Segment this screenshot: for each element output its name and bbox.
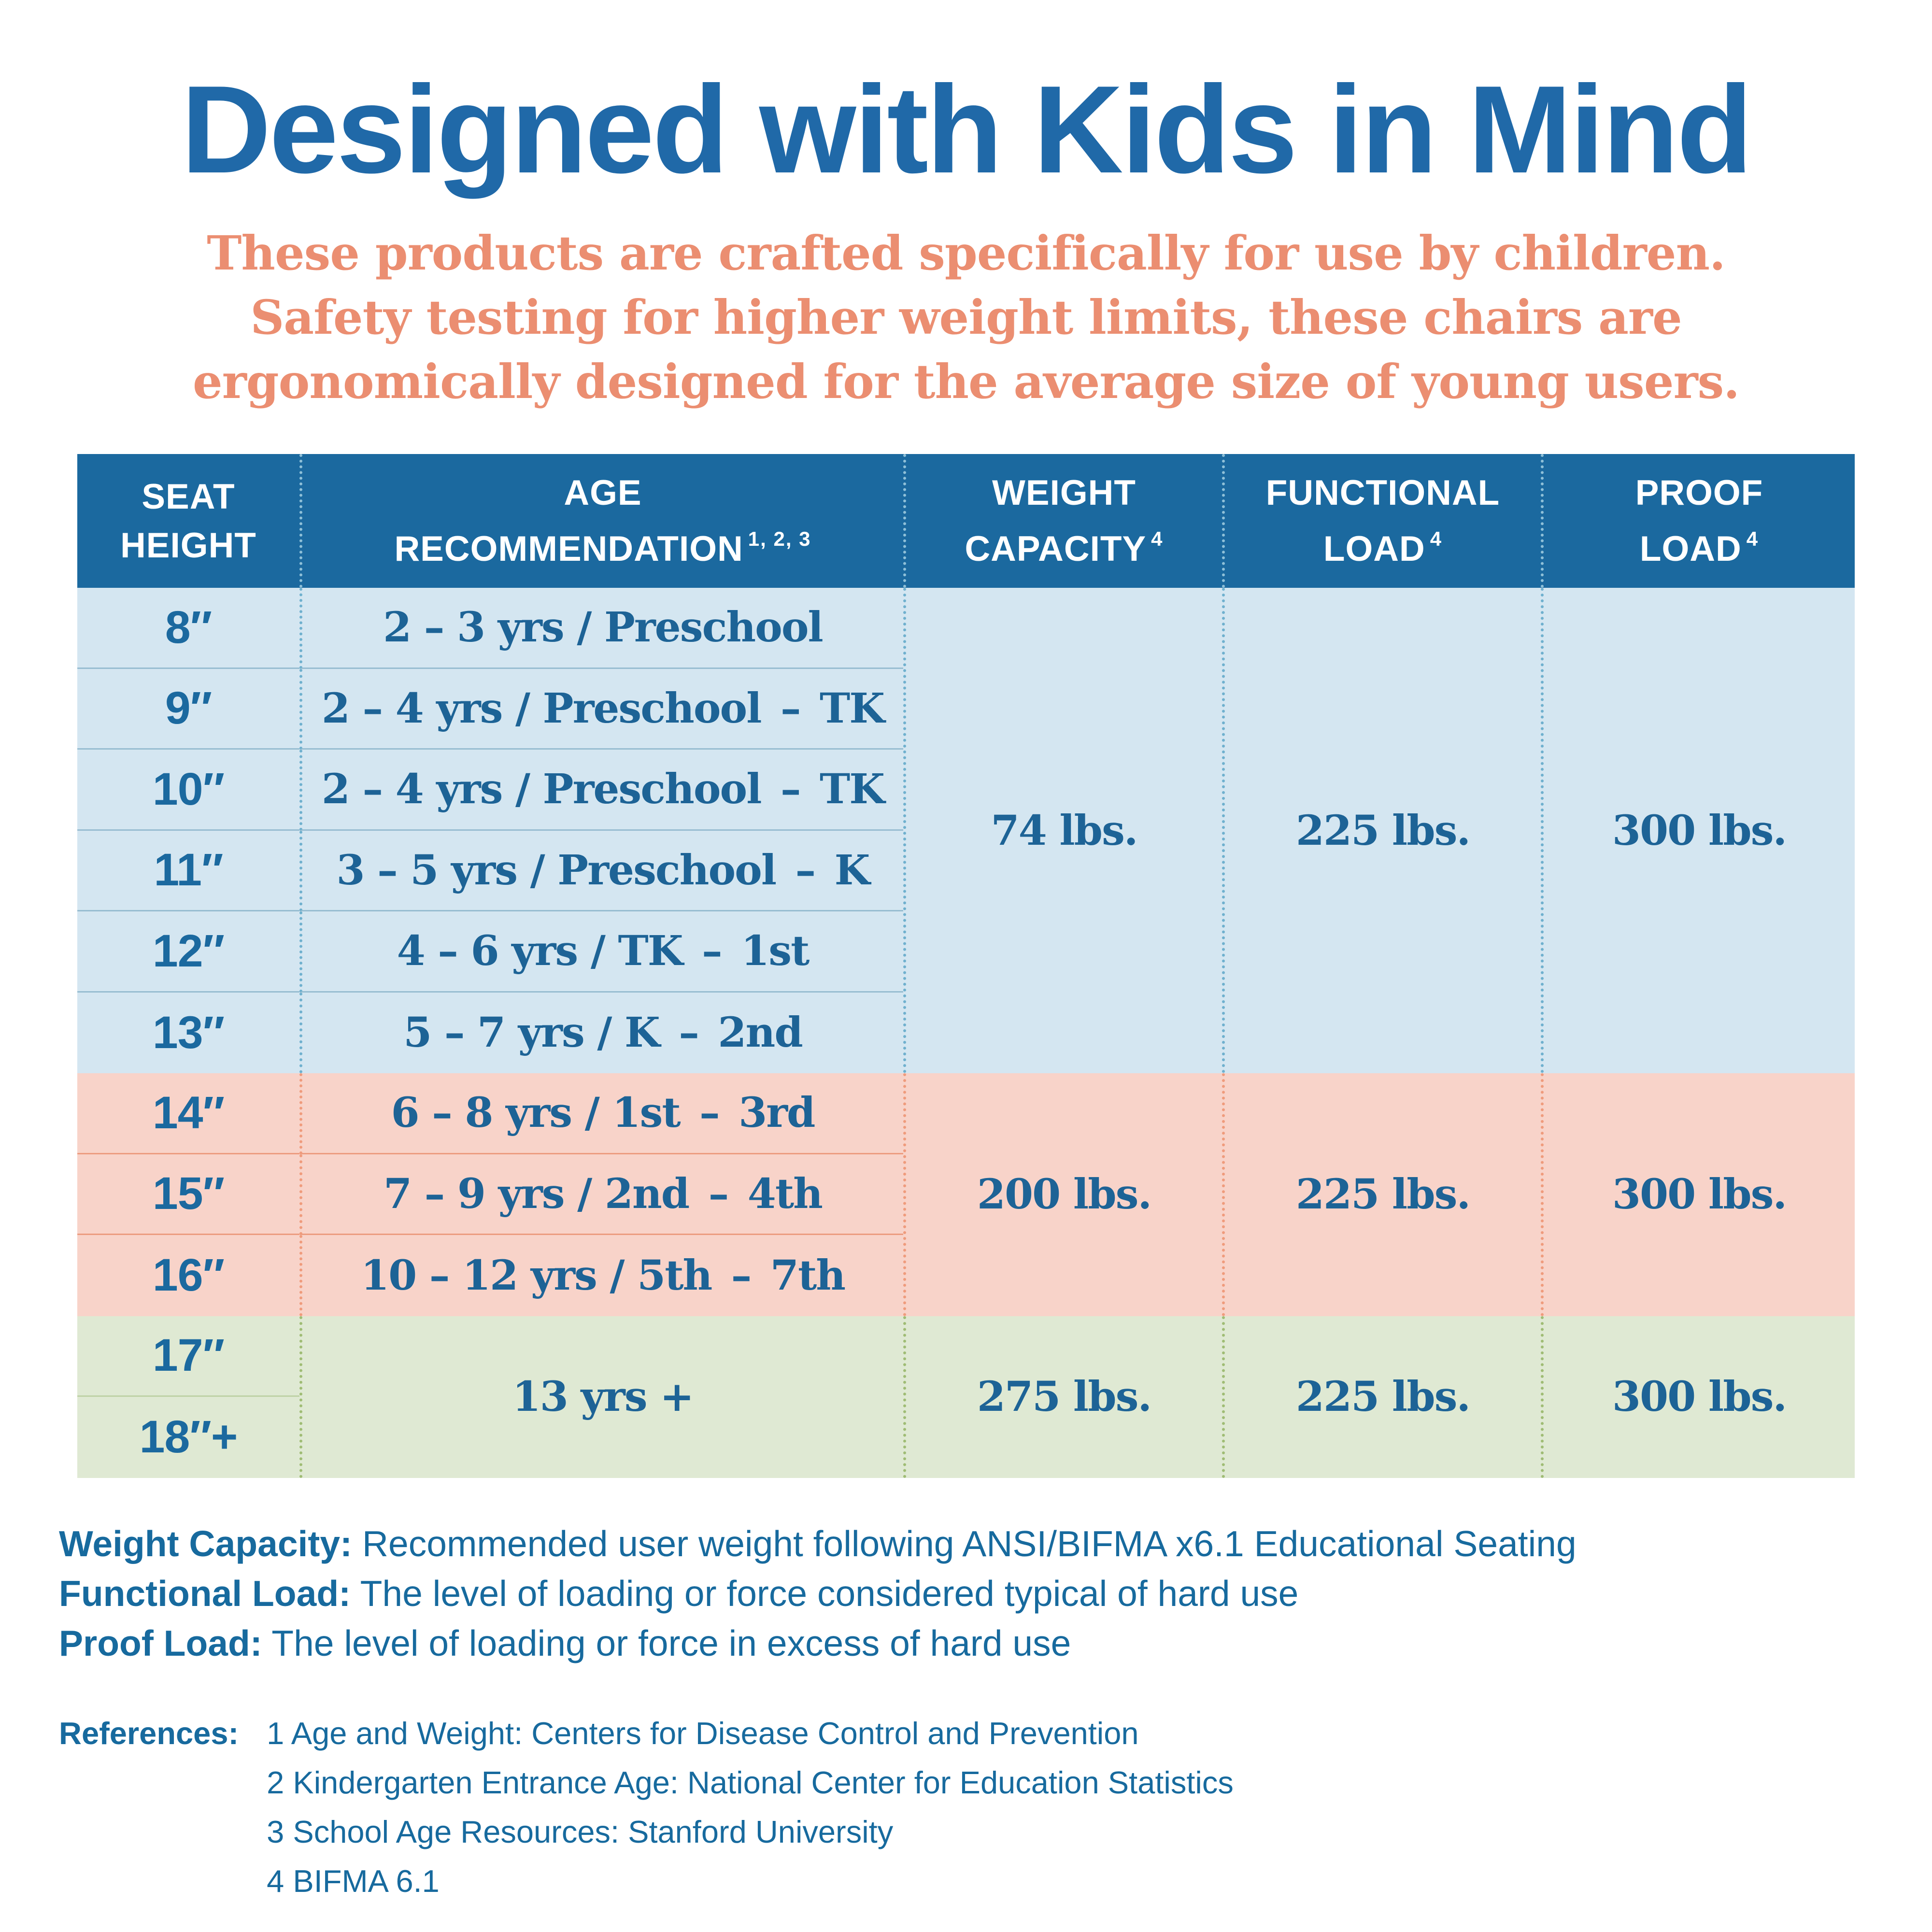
seat-height-cell: 11″ [77, 830, 299, 911]
seat-height-cell: 10″ [77, 750, 299, 831]
weight-capacity-cell: 200 lbs. [903, 1073, 1222, 1316]
seat-height-cell: 12″ [77, 911, 299, 993]
age-cell: 10 – 12 yrs / 5th – 7th [299, 1235, 903, 1316]
age-cell: 5 – 7 yrs / K – 2nd [299, 992, 903, 1073]
reference-item: 1 Age and Weight: Centers for Disease Co… [267, 1716, 1139, 1751]
age-cell: 6 – 8 yrs / 1st – 3rd [299, 1073, 903, 1154]
seat-height-cell: 14″ [77, 1073, 299, 1154]
definition-weight-capacity: Weight Capacity: Recommended user weight… [59, 1519, 1577, 1569]
header-footnote-marker: 4 [1746, 527, 1759, 550]
seat-height-cell: 8″ [77, 588, 299, 669]
seating-spec-table: SEAT HEIGHT AGE RECOMMENDATION 1, 2, 3 WE… [77, 454, 1855, 1478]
subtitle-line-3: ergonomically designed for the average s… [192, 354, 1740, 409]
header-age-recommendation: AGE RECOMMENDATION 1, 2, 3 [299, 454, 903, 588]
header-weight-capacity: WEIGHT CAPACITY 4 [903, 454, 1222, 588]
functional-load-cell: 225 lbs. [1222, 1316, 1541, 1478]
reference-item: 4 BIFMA 6.1 [267, 1863, 440, 1899]
weight-capacity-cell: 275 lbs. [903, 1316, 1222, 1478]
seat-height-cell: 13″ [77, 992, 299, 1073]
header-footnote-marker: 4 [1430, 527, 1443, 550]
functional-load-cell: 225 lbs. [1222, 588, 1541, 1073]
header-line: WEIGHT [992, 473, 1136, 512]
definition-text: The level of loading or force in excess … [262, 1623, 1071, 1663]
definitions: Weight Capacity: Recommended user weight… [59, 1519, 1577, 1668]
header-line: RECOMMENDATION [394, 529, 743, 569]
header-proof-load: PROOF LOAD 4 [1541, 454, 1855, 588]
reference-item: 2 Kindergarten Entrance Age: National Ce… [267, 1765, 1234, 1800]
definition-text: The level of loading or force considered… [351, 1573, 1299, 1614]
age-cell: 2 – 3 yrs / Preschool [299, 588, 903, 669]
subtitle: These products are crafted specifically … [0, 221, 1932, 414]
header-line: LOAD [1323, 529, 1425, 569]
age-cell: 4 – 6 yrs / TK – 1st [299, 911, 903, 993]
functional-load-cell: 225 lbs. [1222, 1073, 1541, 1316]
definition-text: Recommended user weight following ANSI/B… [352, 1523, 1577, 1564]
header-line: FUNCTIONAL [1265, 473, 1500, 512]
weight-capacity-cell: 74 lbs. [903, 588, 1222, 1073]
proof-load-cell: 300 lbs. [1541, 1073, 1855, 1316]
header-functional-load: FUNCTIONAL LOAD 4 [1222, 454, 1541, 588]
header-line: SEAT [142, 477, 235, 516]
header-line: CAPACITY [965, 529, 1147, 569]
seat-height-cell: 16″ [77, 1235, 299, 1316]
definition-label: Functional Load: [59, 1573, 351, 1614]
age-cell: 3 – 5 yrs / Preschool – K [299, 830, 903, 911]
references-label: References: [59, 1716, 239, 1751]
definition-label: Proof Load: [59, 1623, 262, 1663]
reference-item: 3 School Age Resources: Stanford Univers… [267, 1814, 894, 1849]
age-cell: 2 – 4 yrs / Preschool – TK [299, 750, 903, 831]
definition-label: Weight Capacity: [59, 1523, 353, 1564]
definition-functional-load: Functional Load: The level of loading or… [59, 1569, 1577, 1619]
subtitle-line-1: These products are crafted specifically … [207, 226, 1726, 281]
header-footnote-marker: 4 [1151, 527, 1164, 550]
subtitle-line-2: Safety testing for higher weight limits,… [250, 290, 1682, 345]
header-line: HEIGHT [120, 526, 256, 565]
age-cell: 2 – 4 yrs / Preschool – TK [299, 668, 903, 750]
definition-proof-load: Proof Load: The level of loading or forc… [59, 1619, 1577, 1668]
page-title: Designed with Kids in Mind [181, 59, 1753, 199]
header-line: LOAD [1639, 529, 1742, 569]
seat-height-cell: 9″ [77, 668, 299, 750]
age-cell: 7 – 9 yrs / 2nd – 4th [299, 1154, 903, 1235]
header-footnote-marker: 1, 2, 3 [748, 527, 811, 550]
references: References: 1 Age and Weight: Centers fo… [59, 1709, 1234, 1906]
seat-height-cell: 18″+ [77, 1397, 299, 1478]
proof-load-cell: 300 lbs. [1541, 588, 1855, 1073]
seat-height-cell: 17″ [77, 1316, 299, 1397]
proof-load-cell: 300 lbs. [1541, 1316, 1855, 1478]
seat-height-cell: 15″ [77, 1154, 299, 1235]
header-line: AGE [564, 473, 642, 512]
header-line: PROOF [1635, 473, 1763, 512]
header-seat-height: SEAT HEIGHT [77, 454, 299, 588]
references-list: 1 Age and Weight: Centers for Disease Co… [267, 1709, 1234, 1906]
age-cell-merged: 13 yrs + [299, 1316, 903, 1478]
